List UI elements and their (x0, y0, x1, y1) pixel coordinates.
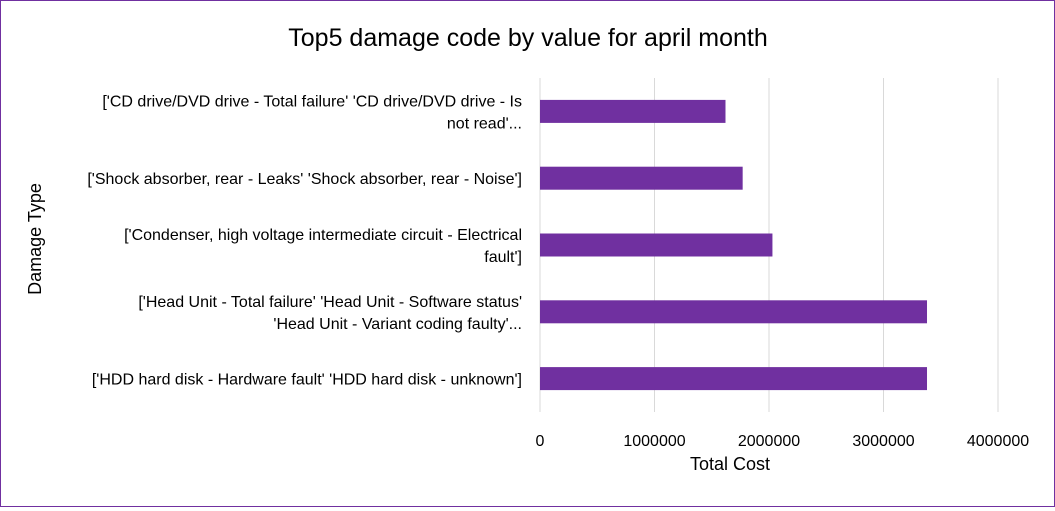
bar (540, 166, 743, 190)
x-tick-labels: 0 1000000 2000000 3000000 4000000 (536, 433, 1030, 450)
x-tick-label: 3000000 (852, 433, 914, 450)
x-axis-title: Total Cost (690, 454, 770, 474)
category-label: ['HDD hard disk - Hardware fault' 'HDD h… (92, 372, 522, 389)
category-labels: ['CD drive/DVD drive - Total failure' 'C… (87, 93, 522, 388)
category-label: ['CD drive/DVD drive - Total failure' 'C… (102, 93, 522, 132)
category-label: ['Shock absorber, rear - Leaks' 'Shock a… (87, 171, 522, 188)
x-tick-label: 0 (536, 433, 545, 450)
bar (540, 300, 928, 324)
x-tick-label: 1000000 (623, 433, 685, 450)
category-label: ['Head Unit - Total failure' 'Head Unit … (138, 294, 522, 333)
category-label: ['Condenser, high voltage intermediate c… (124, 227, 522, 266)
bar (540, 367, 928, 391)
bar (540, 233, 773, 257)
y-axis-title: Damage Type (25, 183, 45, 295)
bar (540, 99, 726, 123)
chart-title: Top5 damage code by value for april mont… (288, 24, 767, 52)
x-tick-label: 2000000 (738, 433, 800, 450)
x-tick-label: 4000000 (967, 433, 1029, 450)
bars (540, 99, 928, 391)
